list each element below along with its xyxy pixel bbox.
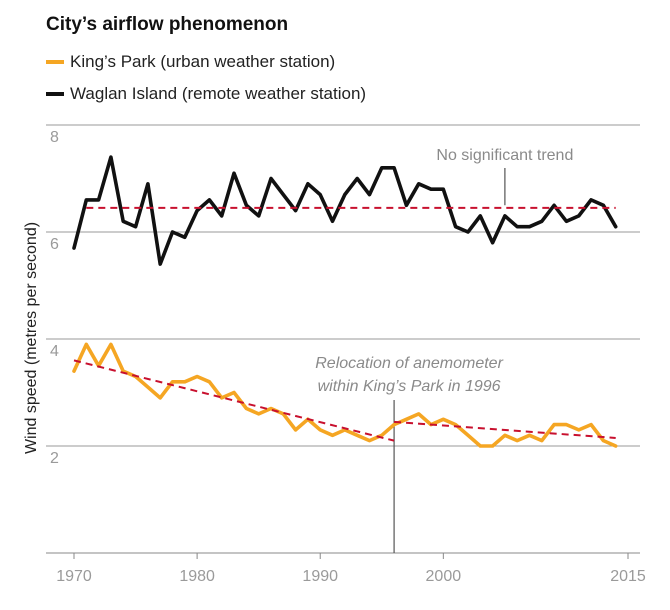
trend-line-kings-park-1 — [73, 359, 395, 442]
x-tick-label-1990: 1990 — [302, 568, 338, 585]
legend-swatch-waglan — [46, 92, 64, 96]
y-tick-label-4: 4 — [50, 343, 59, 360]
legend-label-kings-park: King’s Park (urban weather station) — [70, 52, 336, 71]
legend-item-waglan: Waglan Island (remote weather station) — [46, 84, 366, 104]
x-tick-label-2015: 2015 — [610, 568, 646, 585]
x-tick-label-1980: 1980 — [179, 568, 215, 585]
y-tick-label-8: 8 — [50, 129, 59, 146]
y-tick-label-2: 2 — [50, 450, 59, 467]
series-line-waglan — [72, 155, 618, 266]
legend-item-kings-park: King’s Park (urban weather station) — [46, 52, 335, 72]
legend-label-waglan: Waglan Island (remote weather station) — [70, 84, 367, 103]
relocation-annotation-line-1: Relocation of anemometer — [315, 355, 503, 372]
x-tick-label-1970: 1970 — [56, 568, 92, 585]
relocation-annotation-line-2: within King’s Park in 1996 — [318, 378, 501, 395]
legend-swatch-kings-park — [46, 60, 64, 64]
y-tick-label-6: 6 — [50, 236, 59, 253]
x-tick-label-2000: 2000 — [426, 568, 462, 585]
trend-line-kings-park-2 — [394, 420, 616, 439]
y-axis-label: Wind speed (metres per second) — [23, 222, 40, 454]
series-line-kings-park — [72, 342, 618, 448]
no-trend-annotation: No significant trend — [436, 147, 573, 164]
chart-title: City’s airflow phenomenon — [46, 14, 289, 35]
